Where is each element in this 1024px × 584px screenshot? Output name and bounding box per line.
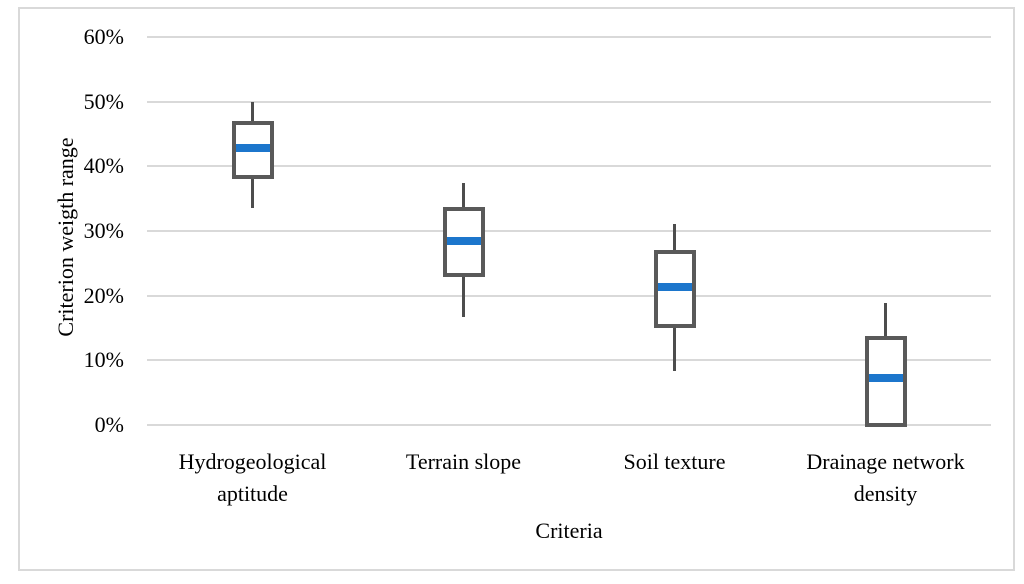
- x-axis-category-label: Drainage network density: [806, 449, 965, 506]
- boxplot-median: [235, 144, 270, 153]
- boxplot-median: [446, 236, 481, 245]
- y-axis-tick-label: 50%: [83, 88, 124, 114]
- gridline-60%: [147, 36, 991, 38]
- y-axis-tick-label: 30%: [83, 218, 124, 243]
- x-axis-category-label: Terrain slope: [405, 449, 522, 474]
- y-axis-title: Criterion weigth range: [53, 137, 78, 337]
- boxplot-median: [868, 374, 903, 383]
- gridline-10%: [147, 359, 991, 362]
- y-axis-tick-label: 20%: [83, 282, 124, 308]
- gridline-20%: [147, 294, 991, 297]
- gridline-0%: [147, 424, 991, 426]
- y-axis-tick-label: 60%: [83, 24, 124, 49]
- y-axis-tick-label: 0%: [94, 412, 124, 437]
- x-axis-category-label: Soil texture: [623, 449, 726, 474]
- gridline-50%: [147, 100, 991, 103]
- boxplot-median: [657, 282, 692, 291]
- x-axis-category-label: Hydrogeological aptitude: [178, 449, 327, 506]
- x-axis-title: Criteria: [535, 518, 603, 543]
- chart-frame: 0% 10% 20% 30% 40% 50% 60% Hydrogeological apt…: [18, 7, 1015, 571]
- gridline-40%: [147, 165, 991, 168]
- y-axis-tick-label: 40%: [83, 153, 124, 179]
- gridline-30%: [147, 230, 991, 232]
- y-axis-tick-label: 10%: [83, 347, 124, 373]
